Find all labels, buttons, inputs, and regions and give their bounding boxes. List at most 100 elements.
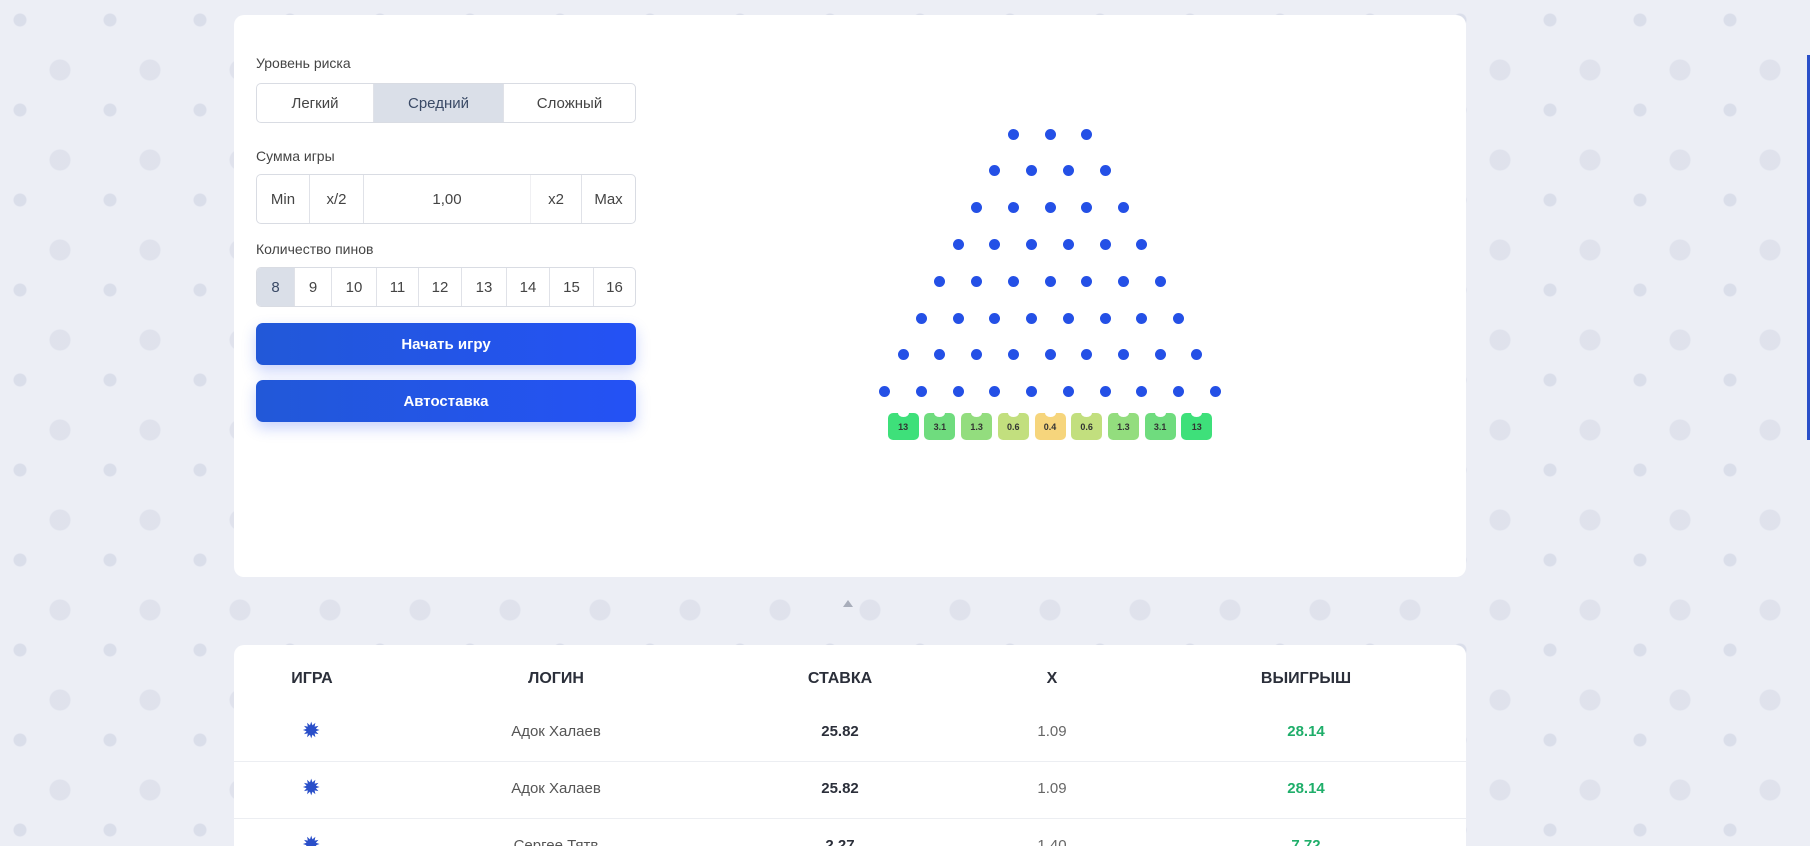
autobet-button[interactable]: Автоставка bbox=[256, 380, 636, 422]
pin bbox=[952, 312, 964, 324]
pins-option-8[interactable]: 8 bbox=[257, 268, 295, 306]
bet-cell: 2.27 bbox=[825, 837, 855, 846]
pin bbox=[1117, 275, 1129, 287]
multiplier-bucket: 1.3 bbox=[961, 409, 993, 440]
pin bbox=[971, 275, 983, 287]
amount-min-button[interactable]: Min bbox=[257, 175, 310, 223]
pins-option-15[interactable]: 15 bbox=[550, 268, 594, 306]
gear-icon: ✹ bbox=[302, 775, 321, 800]
header-win: ВЫИГРЫШ bbox=[1260, 670, 1352, 687]
pin bbox=[989, 165, 1001, 177]
amount-input[interactable]: 1,00 bbox=[432, 190, 462, 208]
pin bbox=[1172, 386, 1184, 398]
game-panel: Уровень риска Легкий Средний Сложный Сум… bbox=[234, 15, 1466, 577]
multiplier-bucket: 0.4 bbox=[1034, 409, 1066, 440]
multiplier-bucket: 0.6 bbox=[1071, 409, 1103, 440]
pin bbox=[916, 312, 928, 324]
pins-option-10[interactable]: 10 bbox=[332, 268, 377, 306]
header-game: ИГРА bbox=[291, 670, 333, 687]
win-cell: 28.14 bbox=[1287, 723, 1325, 740]
pin bbox=[1099, 165, 1111, 177]
pin bbox=[1099, 238, 1111, 250]
pin bbox=[1007, 128, 1019, 140]
login-cell: Адок Халаев bbox=[511, 723, 601, 740]
login-cell: Сергее Тятв bbox=[513, 837, 599, 846]
pin bbox=[1062, 165, 1074, 177]
pin bbox=[897, 349, 909, 361]
pins-option-13[interactable]: 13 bbox=[462, 268, 507, 306]
risk-label: Уровень риска bbox=[256, 55, 351, 71]
pin bbox=[1044, 349, 1056, 361]
pin bbox=[1117, 349, 1129, 361]
multiplier-bucket: 3.1 bbox=[924, 409, 956, 440]
x-cell: 1.40 bbox=[1037, 837, 1067, 846]
risk-medium[interactable]: Средний bbox=[374, 84, 504, 122]
header-x: X bbox=[1046, 670, 1058, 687]
amount-label: Сумма игры bbox=[256, 148, 335, 164]
bets-table: ИГРА ЛОГИН СТАВКА X ВЫИГРЫШ ✹ Адок Халае… bbox=[234, 645, 1466, 846]
pin bbox=[1099, 386, 1111, 398]
pin bbox=[971, 202, 983, 214]
x-cell: 1.09 bbox=[1037, 723, 1067, 740]
x-cell: 1.09 bbox=[1037, 780, 1067, 797]
pin bbox=[1007, 202, 1019, 214]
pin bbox=[879, 386, 891, 398]
pin bbox=[1081, 275, 1093, 287]
pin bbox=[1154, 349, 1166, 361]
pins-option-9[interactable]: 9 bbox=[295, 268, 332, 306]
pin bbox=[952, 386, 964, 398]
collapse-arrow-icon[interactable] bbox=[843, 600, 853, 607]
pin bbox=[1044, 128, 1056, 140]
bet-cell: 25.82 bbox=[821, 780, 859, 797]
risk-easy[interactable]: Легкий bbox=[257, 84, 374, 122]
pin bbox=[1154, 275, 1166, 287]
pin bbox=[989, 386, 1001, 398]
gear-icon: ✹ bbox=[302, 718, 321, 743]
pin bbox=[1026, 238, 1038, 250]
scroll-indicator[interactable] bbox=[1807, 55, 1810, 440]
pins-label: Количество пинов bbox=[256, 241, 374, 257]
pin bbox=[1099, 312, 1111, 324]
header-bet: СТАВКА bbox=[807, 670, 873, 687]
risk-hard[interactable]: Сложный bbox=[536, 94, 603, 112]
pin bbox=[1136, 312, 1148, 324]
bet-cell: 25.82 bbox=[821, 723, 859, 740]
pin bbox=[1062, 312, 1074, 324]
table-row: ✹ Адок Халаев 25.82 1.09 28.14 bbox=[234, 705, 1466, 762]
amount-half-button[interactable]: x/2 bbox=[310, 175, 364, 223]
win-cell: 7.72 bbox=[1291, 837, 1321, 846]
pins-option-11[interactable]: 11 bbox=[377, 268, 419, 306]
header-login: ЛОГИН bbox=[528, 670, 584, 687]
pin bbox=[1117, 202, 1129, 214]
pin bbox=[1191, 349, 1203, 361]
pin bbox=[1026, 165, 1038, 177]
table-row: ✹ Адок Халаев 25.82 1.09 28.14 bbox=[234, 762, 1466, 819]
pin bbox=[989, 238, 1001, 250]
table-row: ✹ Сергее Тятв 2.27 1.40 7.72 bbox=[234, 819, 1466, 846]
pins-option-12[interactable]: 12 bbox=[419, 268, 462, 306]
pin bbox=[916, 386, 928, 398]
login-cell: Адок Халаев bbox=[511, 780, 601, 797]
pin bbox=[1081, 202, 1093, 214]
start-game-button[interactable]: Начать игру bbox=[256, 323, 636, 365]
amount-max-button[interactable]: Max bbox=[594, 190, 623, 208]
multiplier-bucket: 0.6 bbox=[997, 409, 1029, 440]
pin bbox=[1081, 349, 1093, 361]
pin bbox=[952, 238, 964, 250]
pin bbox=[1044, 202, 1056, 214]
pin bbox=[1007, 275, 1019, 287]
pin bbox=[1062, 238, 1074, 250]
pin bbox=[934, 349, 946, 361]
pins-option-14[interactable]: 14 bbox=[507, 268, 550, 306]
pin bbox=[989, 312, 1001, 324]
pin bbox=[1044, 275, 1056, 287]
multiplier-bucket: 13 bbox=[887, 409, 919, 440]
pin bbox=[934, 275, 946, 287]
win-cell: 28.14 bbox=[1287, 780, 1325, 797]
pin bbox=[1081, 128, 1093, 140]
amount-double-button[interactable]: x2 bbox=[530, 175, 582, 223]
pins-option-16[interactable]: 16 bbox=[606, 278, 623, 296]
gear-icon: ✹ bbox=[302, 832, 321, 846]
multiplier-bucket: 13 bbox=[1181, 409, 1213, 440]
pin bbox=[1136, 238, 1148, 250]
